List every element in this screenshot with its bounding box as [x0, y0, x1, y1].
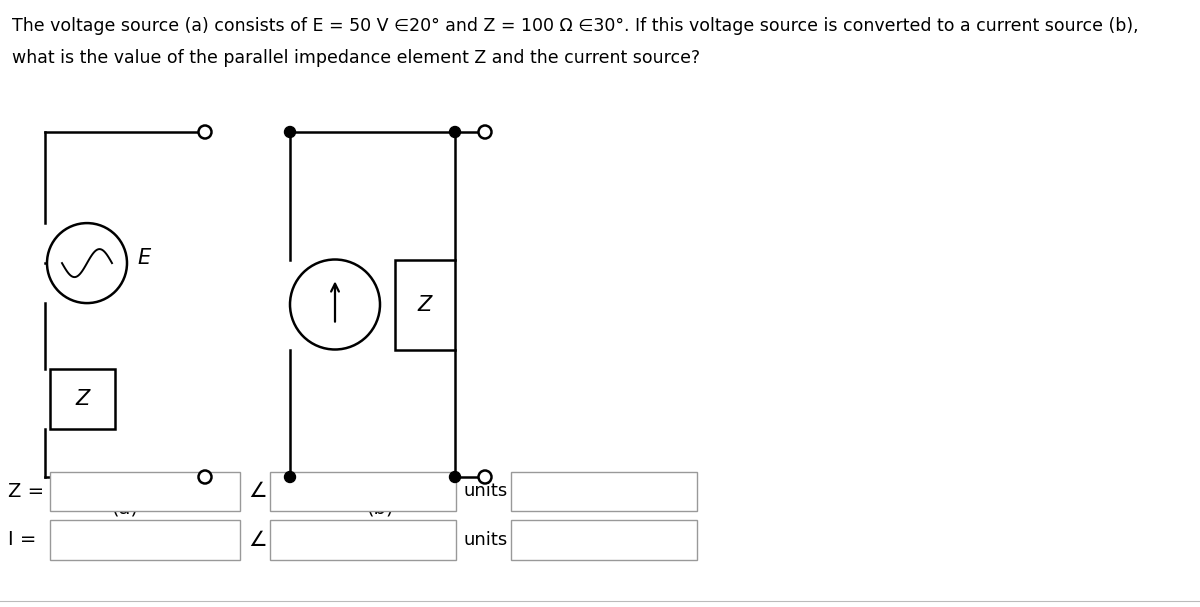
- FancyBboxPatch shape: [511, 520, 697, 560]
- FancyBboxPatch shape: [50, 368, 115, 429]
- FancyBboxPatch shape: [270, 520, 456, 560]
- Circle shape: [450, 472, 461, 483]
- FancyBboxPatch shape: [50, 472, 240, 511]
- Text: (a): (a): [112, 499, 138, 518]
- Text: I =: I =: [8, 531, 37, 549]
- Text: Z: Z: [76, 388, 90, 409]
- Text: units: units: [463, 483, 508, 500]
- Text: units: units: [463, 531, 508, 549]
- Text: The voltage source (a) consists of E = 50 V ∈20° and Z = 100 Ω ∈30°. If this vol: The voltage source (a) consists of E = 5…: [12, 17, 1139, 35]
- Text: ∠: ∠: [248, 530, 268, 550]
- Circle shape: [198, 126, 211, 138]
- FancyBboxPatch shape: [270, 472, 456, 511]
- Text: what is the value of the parallel impedance element Z and the current source?: what is the value of the parallel impeda…: [12, 49, 700, 67]
- Circle shape: [450, 126, 461, 138]
- FancyBboxPatch shape: [50, 520, 240, 560]
- Circle shape: [290, 260, 380, 350]
- Text: Z =: Z =: [8, 482, 44, 501]
- Text: Z: Z: [418, 294, 432, 314]
- Circle shape: [284, 472, 295, 483]
- FancyBboxPatch shape: [511, 472, 697, 511]
- Text: E: E: [137, 248, 150, 268]
- Circle shape: [198, 470, 211, 484]
- Circle shape: [479, 470, 492, 484]
- Text: ∠: ∠: [248, 481, 268, 501]
- FancyBboxPatch shape: [395, 260, 455, 350]
- Circle shape: [47, 223, 127, 303]
- Text: (b): (b): [366, 499, 394, 518]
- Circle shape: [479, 126, 492, 138]
- Circle shape: [284, 126, 295, 138]
